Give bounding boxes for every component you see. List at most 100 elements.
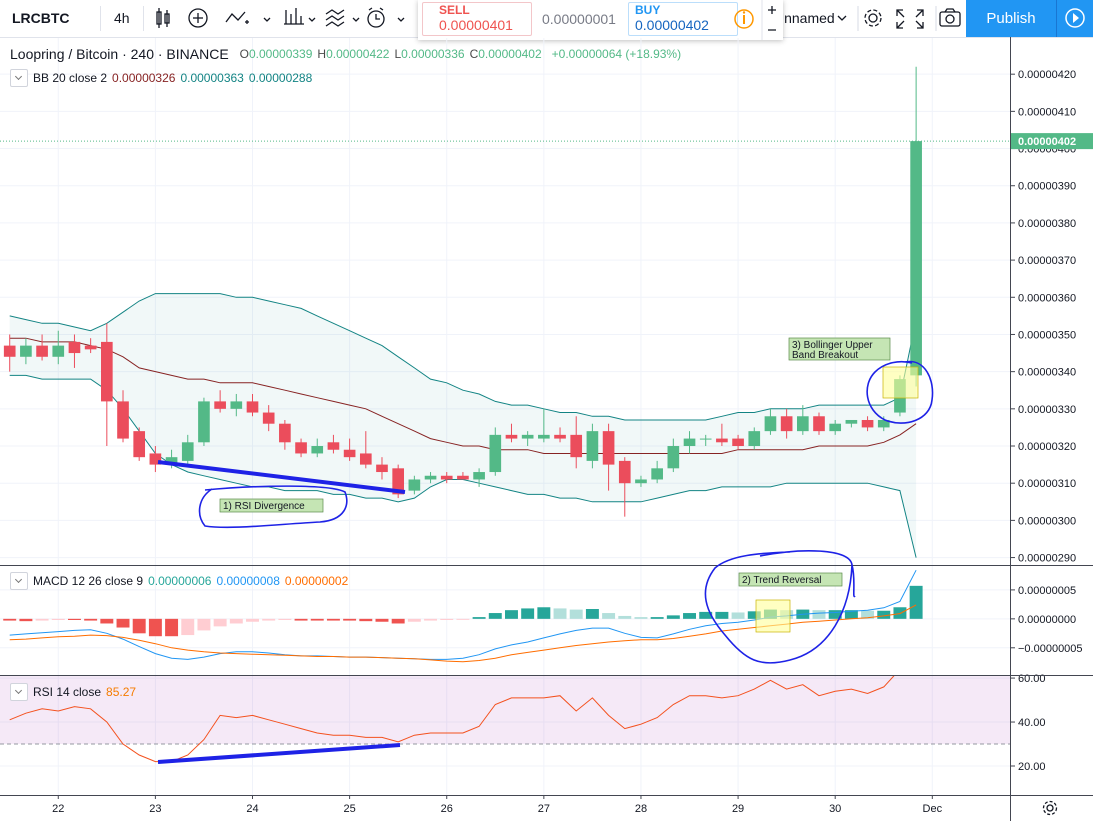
candle-body — [230, 401, 243, 409]
y-tick-label: 0.00000320 — [1018, 441, 1076, 453]
histogram-bar — [683, 613, 696, 619]
layout-name[interactable]: Unnamed — [774, 10, 835, 26]
sell-button[interactable]: SELL 0.00000401 — [422, 2, 532, 36]
annotation-text: 3) Bollinger Upper — [792, 340, 873, 351]
indicator-reading: 0.00000363 — [180, 71, 244, 85]
histogram-bar — [181, 618, 195, 636]
buy-button[interactable]: BUY 0.00000402 — [628, 2, 738, 36]
y-tick-label: 60.00 — [1018, 673, 1046, 685]
histogram-bar — [197, 618, 211, 631]
candle-body — [780, 416, 793, 432]
candle-body — [861, 419, 874, 428]
histogram-bar — [909, 585, 923, 619]
toolbar-icons-right[interactable] — [836, 0, 966, 37]
candle-body — [36, 345, 48, 357]
histogram-bar — [278, 618, 292, 620]
collapse-button[interactable] — [10, 683, 28, 701]
candle-body — [424, 475, 437, 480]
candle-body — [3, 345, 16, 357]
candle-body — [84, 345, 97, 350]
toolbar: LRCBTC 4h Unnamed SELL 0.0 — [0, 0, 1093, 40]
ohlc-key: O — [239, 47, 249, 61]
candle-body — [214, 401, 226, 409]
histogram-bar — [359, 618, 373, 622]
indicator-legend: MACD 12 26 close 9 0.00000006 0.00000008 0.… — [10, 572, 353, 590]
histogram-bar — [391, 618, 405, 624]
candle-body — [133, 431, 146, 458]
ohlc-value: 0.00000336 — [401, 47, 465, 61]
histogram-bar — [343, 618, 357, 621]
annotation-box[interactable] — [738, 572, 843, 587]
buy-price: 0.00000402 — [635, 17, 709, 33]
candle-body — [586, 431, 599, 461]
x-tick-label: 24 — [246, 803, 258, 815]
candle-body — [279, 423, 291, 443]
histogram-bar — [585, 609, 599, 619]
histogram-bar — [861, 610, 875, 619]
histogram-bar — [488, 613, 502, 619]
candle-body — [764, 416, 777, 432]
collapse-button[interactable] — [10, 69, 28, 87]
histogram-bar — [472, 617, 486, 619]
histogram-bar — [246, 618, 259, 622]
candle-body — [457, 475, 469, 480]
histogram-bar — [650, 617, 664, 619]
indicator-reading: 85.27 — [106, 685, 137, 699]
last-price-tag — [1011, 133, 1093, 150]
interval[interactable]: 4h — [114, 10, 130, 26]
candle-body — [570, 434, 583, 458]
toolbar-icons[interactable] — [148, 0, 418, 37]
indicator-reading: 0.00000288 — [248, 71, 313, 85]
candle-body — [181, 442, 194, 461]
histogram-bar — [294, 618, 308, 621]
candle-body — [359, 453, 372, 465]
histogram-bar — [877, 610, 891, 619]
ohlc-value: 0.00000402 — [478, 47, 542, 61]
candle-body — [667, 446, 680, 469]
hand-drawn-circle — [866, 360, 934, 424]
publish-button[interactable]: Publish — [966, 0, 1056, 37]
candle-body — [521, 434, 534, 439]
trade-icons[interactable] — [734, 0, 783, 40]
annotation-box[interactable] — [788, 337, 891, 361]
buy-label: BUY — [635, 3, 661, 17]
play-button[interactable] — [1056, 0, 1093, 37]
indicator-reading: 0.00000002 — [284, 574, 349, 588]
hand-drawn-circle — [198, 485, 348, 529]
histogram-bar — [3, 618, 17, 621]
sell-price: 0.00000401 — [439, 17, 513, 33]
candle-body — [505, 434, 518, 439]
symbol[interactable]: LRCBTC — [12, 10, 70, 26]
histogram-bar — [375, 618, 389, 622]
histogram-bar — [715, 611, 729, 619]
candle-body — [408, 479, 421, 491]
candle-body — [149, 453, 162, 465]
y-tick-label: 0.00000000 — [1018, 614, 1076, 626]
collapse-button[interactable] — [10, 572, 28, 590]
y-tick-label: 0.00000410 — [1018, 106, 1076, 118]
indicator-reading: 0.00000006 — [148, 574, 212, 588]
x-tick-label: 27 — [538, 803, 550, 815]
candle-body — [440, 475, 453, 480]
y-tick-label: 0.00000390 — [1018, 181, 1076, 193]
annotation-text: Band Breakout — [792, 350, 858, 361]
candle-body — [683, 438, 696, 447]
pane — [0, 38, 1010, 565]
x-tick-label: Dec — [923, 803, 943, 815]
histogram-bar — [132, 618, 146, 634]
candle-body — [602, 431, 615, 465]
histogram-bar — [67, 618, 81, 620]
histogram-bar — [407, 618, 421, 622]
settings-icon[interactable] — [1042, 800, 1058, 816]
candle-body — [489, 434, 502, 473]
annotation-box[interactable] — [219, 498, 324, 513]
highlight-box — [882, 366, 919, 399]
histogram-bar — [84, 618, 98, 621]
candle-body — [311, 446, 324, 454]
x-tick-label: 23 — [149, 803, 161, 815]
histogram-bar — [310, 618, 324, 621]
y-tick-label: 0.00000380 — [1018, 218, 1076, 230]
candle-body — [554, 434, 566, 439]
histogram-bar — [844, 610, 858, 619]
